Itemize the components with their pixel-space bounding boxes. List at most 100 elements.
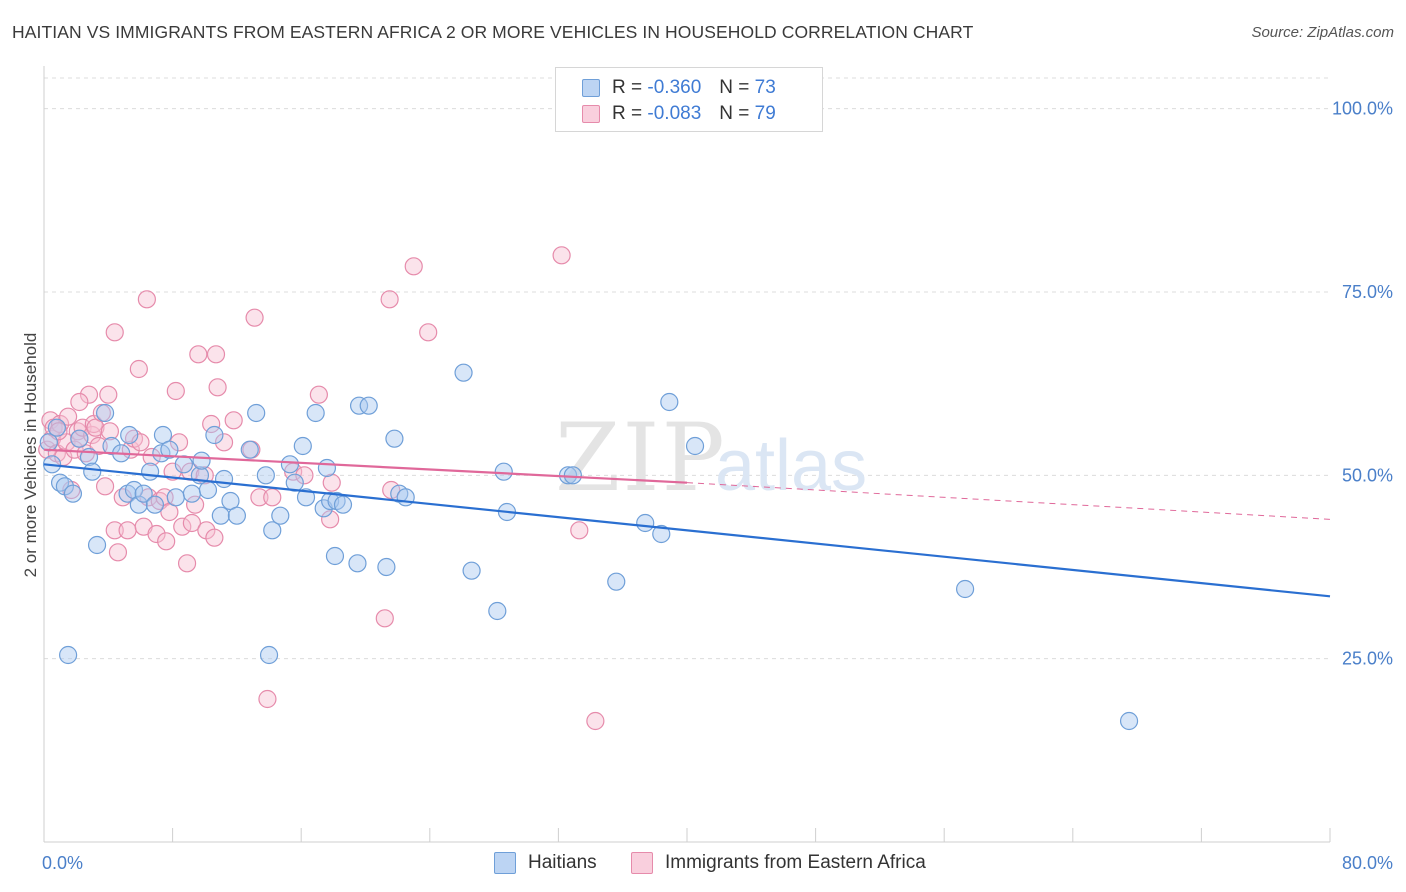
data-point-haitians	[174, 455, 193, 474]
data-point-haitians	[685, 436, 705, 456]
data-point-eastern-africa	[95, 477, 115, 496]
data-point-haitians	[271, 506, 290, 525]
data-point-eastern-africa	[295, 466, 314, 485]
legend-r-label: R =	[612, 77, 643, 98]
data-point-eastern-africa	[380, 290, 399, 309]
data-point-eastern-africa	[73, 418, 92, 437]
data-point-haitians	[87, 535, 107, 555]
data-point-haitians	[192, 451, 211, 470]
data-point-eastern-africa	[404, 257, 423, 276]
data-point-eastern-africa	[245, 308, 264, 327]
data-point-eastern-africa	[166, 381, 185, 401]
data-point-eastern-africa	[214, 433, 234, 452]
data-point-haitians	[140, 462, 160, 481]
data-point-eastern-africa	[177, 554, 197, 573]
data-point-haitians	[145, 495, 165, 514]
legend: R = -0.360 N = 73 R = -0.083 N = 79	[555, 67, 823, 132]
data-point-eastern-africa	[552, 246, 571, 265]
data-point-haitians	[198, 480, 218, 500]
data-point-haitians	[124, 480, 144, 500]
bottom-legend-swatch-blue	[494, 852, 516, 874]
data-point-eastern-africa	[131, 433, 150, 452]
data-point-haitians	[385, 429, 404, 448]
data-point-eastern-africa	[322, 473, 341, 492]
bottom-legend: Haitians Immigrants from Eastern Africa	[0, 852, 1406, 878]
y-tick-label: 25.0%	[1342, 649, 1393, 669]
legend-n-label: N =	[719, 77, 750, 98]
data-point-haitians	[47, 418, 66, 437]
data-point-haitians	[59, 645, 78, 665]
watermark-zip: ZIP	[555, 404, 727, 513]
data-point-eastern-africa	[59, 407, 78, 426]
data-point-eastern-africa	[375, 609, 394, 628]
data-point-haitians	[63, 484, 83, 503]
legend-n-value: 79	[754, 103, 776, 124]
data-point-haitians	[359, 396, 378, 415]
data-point-eastern-africa	[157, 532, 176, 551]
legend-row-eastern-africa: R = -0.083 N = 79	[582, 102, 776, 126]
data-point-eastern-africa	[105, 323, 124, 342]
data-point-eastern-africa	[100, 422, 120, 441]
y-tick-label: 75.0%	[1342, 282, 1393, 302]
data-point-haitians	[280, 455, 300, 474]
data-point-haitians	[134, 484, 153, 503]
data-point-haitians	[205, 425, 224, 445]
trend-lines	[43, 448, 1331, 598]
data-point-eastern-africa	[321, 510, 340, 529]
data-point-haitians	[120, 425, 139, 445]
data-point-eastern-africa	[70, 392, 89, 412]
data-point-eastern-africa	[208, 378, 227, 397]
legend-r-label: R =	[612, 103, 643, 124]
data-point-haitians	[160, 440, 179, 459]
x-tick-label-max: 80.0%	[1342, 853, 1393, 873]
data-point-haitians	[348, 554, 367, 573]
bottom-legend-label: Haitians	[528, 852, 597, 873]
data-point-haitians	[70, 429, 89, 448]
data-point-eastern-africa	[137, 290, 156, 309]
data-point-haitians	[83, 462, 102, 481]
legend-r-value: -0.083	[647, 103, 702, 124]
legend-n-label: N =	[719, 103, 750, 124]
data-point-haitians	[652, 524, 671, 544]
y-tick-label: 100.0%	[1332, 99, 1393, 119]
data-point-eastern-africa	[309, 385, 328, 404]
data-point-haitians	[182, 484, 201, 503]
data-point-haitians	[454, 363, 473, 382]
data-point-eastern-africa	[105, 521, 124, 540]
data-point-haitians	[102, 436, 121, 456]
tick-labels: 25.0% 50.0% 75.0% 100.0% 0.0% 80.0%	[42, 99, 1393, 873]
series-haitians-points	[39, 363, 1139, 731]
bottom-legend-swatch-pink	[631, 852, 653, 874]
bottom-legend-haitians: Haitians	[494, 852, 597, 874]
data-point-eastern-africa	[419, 323, 438, 342]
bottom-legend-label: Immigrants from Eastern Africa	[665, 852, 926, 873]
x-tick-label-min: 0.0%	[42, 853, 83, 873]
data-point-haitians	[293, 436, 312, 456]
data-point-eastern-africa	[147, 524, 166, 544]
data-point-haitians	[256, 466, 275, 485]
y-axis-title: 2 or more Vehicles in Household	[21, 333, 40, 578]
data-point-haitians	[396, 488, 415, 507]
data-point-haitians	[227, 506, 246, 525]
data-point-haitians	[563, 466, 582, 485]
watermark-atlas: atlas	[715, 426, 867, 506]
data-point-eastern-africa	[169, 433, 189, 452]
data-point-haitians	[95, 403, 115, 423]
data-point-eastern-africa	[118, 521, 137, 540]
bottom-legend-eastern-africa: Immigrants from Eastern Africa	[631, 852, 926, 874]
data-point-haitians	[296, 488, 316, 507]
data-point-haitians	[955, 579, 975, 599]
data-point-eastern-africa	[163, 462, 182, 481]
data-point-haitians	[211, 506, 230, 525]
data-point-eastern-africa	[142, 447, 161, 467]
trend-line-eastern-africa	[43, 448, 688, 484]
data-point-haitians	[306, 403, 325, 423]
data-point-haitians	[214, 469, 234, 489]
data-point-eastern-africa	[202, 414, 221, 434]
data-point-eastern-africa	[79, 385, 99, 404]
data-point-eastern-africa	[570, 521, 589, 540]
data-point-haitians	[263, 521, 282, 540]
chart-title: HAITIAN VS IMMIGRANTS FROM EASTERN AFRIC…	[12, 22, 974, 42]
data-point-haitians	[660, 392, 679, 412]
